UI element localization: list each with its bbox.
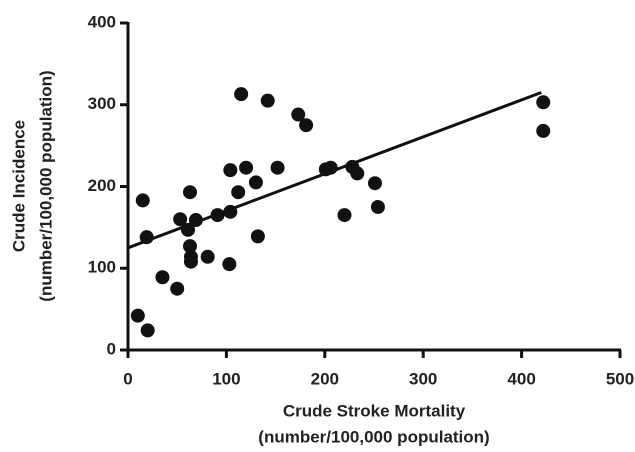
x-tick-label: 500 [606,369,634,388]
point [182,185,197,200]
point [536,95,551,110]
x-tick-label: 300 [409,369,437,388]
y-tick-label: 400 [88,12,116,31]
x-tick-label: 100 [212,369,240,388]
point [130,308,145,323]
fit-line [127,91,542,250]
point [291,107,306,122]
point [234,87,249,102]
point [536,123,551,138]
y-tick-label: 0 [107,339,116,358]
y-tick-label: 100 [88,258,116,277]
point [350,166,365,181]
point [239,160,254,175]
y-tick-label: 200 [88,176,116,195]
point [367,176,382,191]
point [222,257,237,272]
point [170,281,185,296]
x-tick-label: 0 [123,369,132,388]
x-axis-label: Crude Stroke Mortality [283,401,466,420]
point [250,229,265,244]
point [270,160,285,175]
point [140,323,155,338]
point [231,185,246,200]
point [299,118,314,133]
point [370,199,385,214]
x-axis-label: (number/100,000 population) [258,427,489,446]
point [173,212,188,227]
y-axis-label: (number/100,000 population) [36,70,55,301]
point [200,249,215,264]
point [248,175,263,190]
point [223,163,238,178]
point [135,193,150,208]
y-tick-label: 300 [88,94,116,113]
x-tick-label: 400 [507,369,535,388]
point [155,270,170,285]
point [337,208,352,223]
x-tick-label: 200 [311,369,339,388]
y-axis-label: Crude Incidence [9,120,28,252]
point [183,254,198,269]
point [260,93,275,108]
point [182,239,197,254]
